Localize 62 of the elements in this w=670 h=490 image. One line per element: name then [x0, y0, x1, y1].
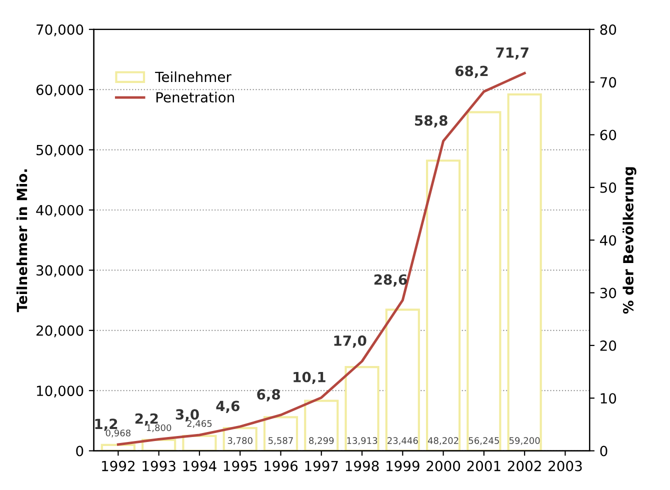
bar	[344, 366, 380, 451]
y2-tick-label: 40	[600, 235, 616, 246]
x-tick-label: 1992	[102, 460, 134, 472]
y2-tick-label: 60	[600, 130, 616, 140]
data-label: 2,2	[135, 413, 158, 426]
y2-tick-label: 70	[600, 77, 616, 88]
bar	[426, 160, 461, 451]
data-label: 0,968	[106, 430, 130, 438]
data-label: 58,8	[415, 115, 448, 128]
bar	[304, 400, 339, 451]
y2-tick-label: 10	[600, 393, 616, 404]
data-label: 10,1	[294, 372, 326, 384]
y2-tick-label: 80	[600, 24, 616, 35]
x-tick-label: 1998	[346, 460, 379, 472]
x-tick-label: 1997	[305, 460, 338, 472]
y2-tick-label: 30	[600, 288, 616, 298]
data-label: 1,800	[146, 424, 172, 432]
data-label: 23,446	[388, 437, 418, 445]
legend-label: Teilnehmer	[155, 71, 232, 82]
data-label: 48,202	[428, 437, 458, 445]
x-tick-label: 1996	[264, 460, 298, 472]
y-tick-label: 70,000	[36, 24, 84, 36]
x-tick-label: 1999	[386, 460, 420, 472]
x-tick-label: 2003	[548, 460, 582, 472]
y-tick-label: 40,000	[36, 204, 84, 217]
y2-axis-title: % der Bevölkerung	[622, 167, 636, 314]
data-label: 1,2	[95, 418, 118, 431]
data-label: 28,6	[374, 274, 407, 287]
y-tick-label: 10,000	[37, 386, 84, 398]
bar	[385, 308, 420, 451]
bar	[466, 111, 502, 451]
x-tick-label: 1993	[142, 460, 176, 472]
x-tick-label: 1995	[224, 460, 257, 472]
y-tick-label: 0	[76, 446, 84, 456]
y-tick-label: 30,000	[36, 265, 84, 278]
y2-tick-label: 20	[600, 340, 616, 351]
data-label: 2,465	[187, 420, 212, 428]
y2-tick-label: 50	[600, 182, 616, 193]
data-label: 71,7	[496, 47, 528, 60]
y-tick-label: 60,000	[36, 84, 84, 96]
data-label: 5,587	[268, 437, 293, 445]
data-label: 6,8	[257, 389, 280, 402]
x-tick-label: 2002	[508, 460, 541, 472]
data-label: 56,245	[468, 437, 499, 445]
legend-label: Penetration	[156, 92, 234, 103]
data-label: 59,200	[509, 437, 540, 445]
data-label: 68,2	[455, 66, 488, 78]
bar	[263, 416, 298, 451]
data-label: 13,913	[347, 437, 378, 445]
y-tick-label: 50,000	[36, 144, 84, 157]
bar	[507, 93, 542, 451]
data-label: 8,299	[309, 437, 334, 445]
data-label: 17,0	[334, 335, 366, 348]
data-label: 3,780	[228, 437, 252, 445]
y-axis-title: Teilnehmer in Mio.	[16, 169, 28, 312]
y-tick-label: 20,000	[36, 325, 84, 338]
y2-tick-label: 0	[600, 446, 608, 456]
x-tick-label: 2001	[467, 460, 500, 472]
data-label: 3,0	[176, 409, 199, 422]
x-tick-label: 1994	[183, 460, 216, 472]
x-tick-label: 2000	[426, 460, 460, 472]
data-label: 4,6	[216, 400, 240, 414]
